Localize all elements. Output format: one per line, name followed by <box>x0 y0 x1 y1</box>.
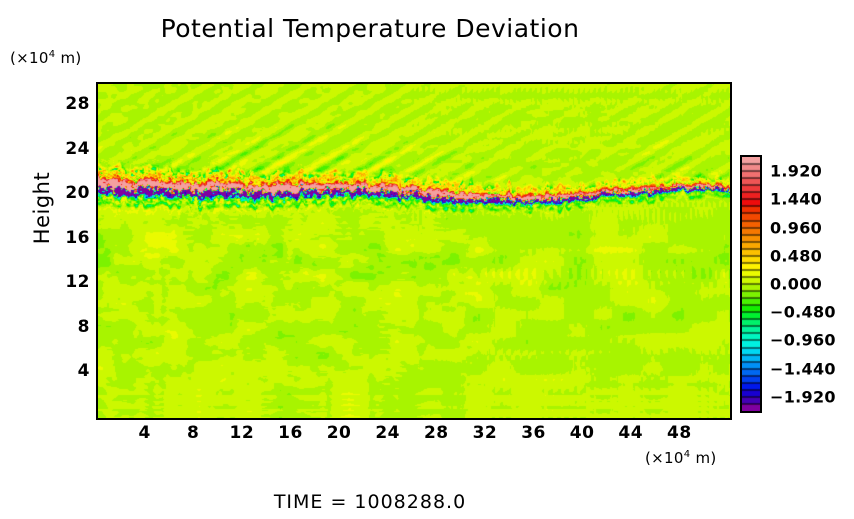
x-tick-label: 8 <box>187 423 200 443</box>
time-annotation: TIME = 1008288.0 <box>273 491 467 513</box>
colorbar-tick-label: −1.920 <box>770 387 836 407</box>
page-title: Potential Temperature Deviation <box>160 14 580 43</box>
x-tick-label: 28 <box>423 423 449 443</box>
colorbar-gradient <box>742 157 760 411</box>
x-tick-label: 44 <box>618 423 644 443</box>
x-tick-label: 16 <box>278 423 303 443</box>
colorbar-tick-label: 0.960 <box>770 218 823 238</box>
y-tick-label: 24 <box>65 138 90 159</box>
colorbar-tick-label: −0.960 <box>770 330 836 350</box>
x-axis-tick-labels: 4 8 12 16 20 24 28 32 36 40 44 48 <box>96 423 728 447</box>
x-tick-label: 20 <box>326 423 352 443</box>
x-tick-label: 32 <box>472 423 498 443</box>
y-tick-label: 16 <box>65 227 90 248</box>
y-tick-label: 28 <box>65 94 90 115</box>
x-axis-unit-suffix: m) <box>690 449 717 467</box>
y-axis-unit-prefix: (×10 <box>10 49 49 67</box>
y-axis-unit-suffix: m) <box>55 49 82 67</box>
temperature-deviation-field <box>98 84 730 418</box>
y-tick-label: 4 <box>77 361 90 382</box>
x-axis-unit-prefix: (×10 <box>645 449 684 467</box>
x-tick-label: 24 <box>375 423 401 443</box>
y-axis-unit-exponent: 4 <box>48 49 56 60</box>
colorbar-tick-labels: 1.920 1.440 0.960 0.480 0.000 −0.480 −0.960 −1.… <box>770 155 850 413</box>
x-tick-label: 36 <box>521 423 546 443</box>
colorbar <box>740 155 762 413</box>
x-tick-label: 4 <box>138 423 151 443</box>
x-tick-label: 48 <box>667 423 692 443</box>
y-axis-tick-labels: 4 8 12 16 20 24 28 <box>40 82 90 416</box>
colorbar-tick-label: 0.480 <box>770 246 823 266</box>
colorbar-tick-label: 1.440 <box>770 189 823 209</box>
x-tick-label: 40 <box>569 423 595 443</box>
heatmap-plot-area <box>96 82 732 420</box>
y-tick-label: 20 <box>65 183 90 204</box>
colorbar-tick-label: 1.920 <box>770 161 823 181</box>
x-axis-unit-label: (×104 m) <box>645 449 717 467</box>
colorbar-tick-label: 0.000 <box>770 274 823 294</box>
x-axis-unit-exponent: 4 <box>683 449 691 460</box>
colorbar-tick-label: −0.480 <box>770 302 836 322</box>
y-tick-label: 8 <box>77 316 90 337</box>
x-tick-label: 12 <box>229 423 255 443</box>
y-tick-label: 12 <box>65 272 90 293</box>
y-axis-unit-label: (×104 m) <box>10 49 82 67</box>
colorbar-tick-label: −1.440 <box>770 359 836 379</box>
